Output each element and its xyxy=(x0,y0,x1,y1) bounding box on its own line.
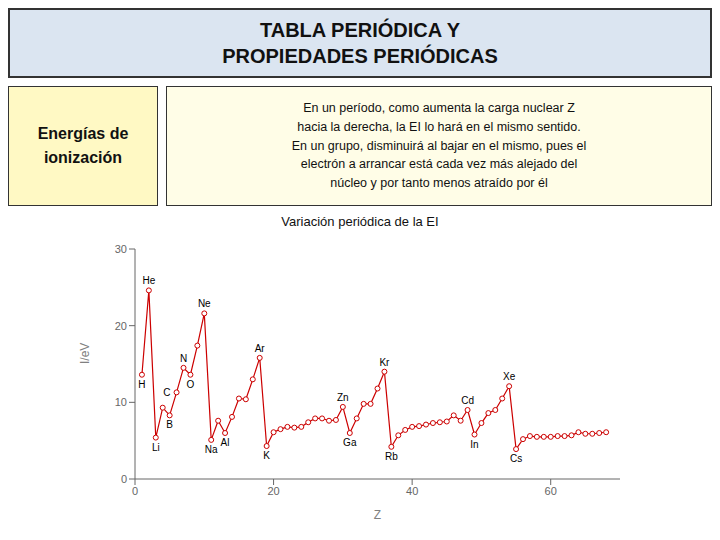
svg-text:I/eV: I/eV xyxy=(78,343,92,364)
svg-text:Z: Z xyxy=(374,508,381,522)
svg-text:Kr: Kr xyxy=(379,357,390,368)
html-text:En un período, como aumenta la: En un período, como aumenta la carga nuc… xyxy=(291,101,587,191)
svg-text:Cs: Cs xyxy=(510,453,522,464)
html-text:PROPIEDADES PERIÓDICAS: PROPIEDADES PERIÓDICAS xyxy=(222,45,498,67)
svg-text:40: 40 xyxy=(406,485,418,497)
svg-text:Ne: Ne xyxy=(198,298,211,309)
svg-text:Ar: Ar xyxy=(255,343,266,354)
svg-text:Na: Na xyxy=(205,444,218,455)
svg-text:Cd: Cd xyxy=(461,395,474,406)
html-text:TABLA PERIÓDICA Y: TABLA PERIÓDICA Y xyxy=(260,19,460,41)
svg-text:Xe: Xe xyxy=(503,371,516,382)
svg-text:Ga: Ga xyxy=(343,437,357,448)
svg-text:He: He xyxy=(142,275,155,286)
svg-text:0: 0 xyxy=(121,473,127,485)
svg-text:30: 30 xyxy=(115,243,127,255)
svg-text:H: H xyxy=(138,379,145,390)
svg-text:In: In xyxy=(470,439,478,450)
svg-text:20: 20 xyxy=(267,485,279,497)
svg-text:Zn: Zn xyxy=(337,392,349,403)
svg-text:B: B xyxy=(166,419,173,430)
svg-text:N: N xyxy=(180,353,187,364)
html-text:Variación periódica de la EI: Variación periódica de la EI xyxy=(281,214,439,229)
svg-text:O: O xyxy=(187,379,195,390)
svg-text:0: 0 xyxy=(132,485,138,497)
html-text:Energías de ionización: Energías de ionización xyxy=(37,125,129,166)
svg-text:Al: Al xyxy=(221,437,230,448)
svg-text:10: 10 xyxy=(115,396,127,408)
svg-text:Rb: Rb xyxy=(385,451,398,462)
svg-text:Li: Li xyxy=(152,442,160,453)
svg-text:K: K xyxy=(263,450,270,461)
svg-text:20: 20 xyxy=(115,320,127,332)
svg-text:60: 60 xyxy=(545,485,557,497)
svg-text:C: C xyxy=(163,387,170,398)
